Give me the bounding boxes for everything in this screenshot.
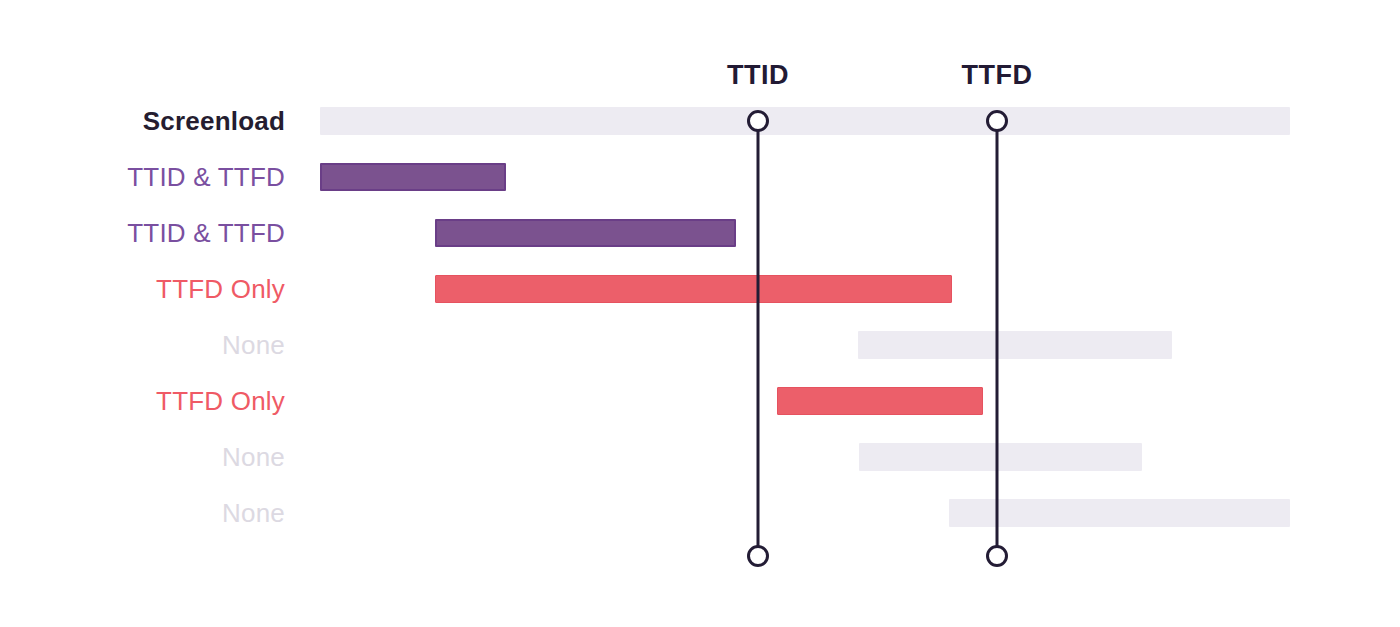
row-label-none-8: None [0,500,285,526]
row-label-none-5: None [0,332,285,358]
span-bar-none-7 [859,443,1142,471]
span-bar-ttid-ttfd-3 [435,219,736,247]
span-bar-ttfd-only-6 [777,387,983,415]
row-label-ttfd-only-4: TTFD Only [0,276,285,302]
span-waterfall-diagram: Screenload TTID & TTFD TTID & TTFD TTFD Onl… [0,0,1400,627]
span-bar-none-8 [949,499,1290,527]
row-label-none-7: None [0,444,285,470]
row-label-ttid-ttfd-2: TTID & TTFD [0,164,285,190]
span-bar-none-5 [858,331,1172,359]
span-bar-screenload-1 [320,107,1290,135]
row-label-ttfd-only-6: TTFD Only [0,388,285,414]
span-bar-ttfd-only-4 [435,275,952,303]
span-bar-ttid-ttfd-2 [320,163,506,191]
row-label-screenload-1: Screenload [0,108,285,134]
bars-layer: Screenload TTID & TTFD TTID & TTFD TTFD Onl… [0,0,1400,627]
row-label-ttid-ttfd-3: TTID & TTFD [0,220,285,246]
